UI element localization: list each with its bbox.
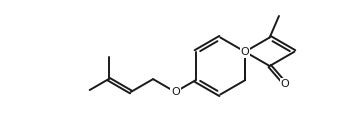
Text: O: O — [281, 79, 289, 89]
Text: O: O — [241, 47, 250, 57]
Text: O: O — [171, 87, 180, 97]
